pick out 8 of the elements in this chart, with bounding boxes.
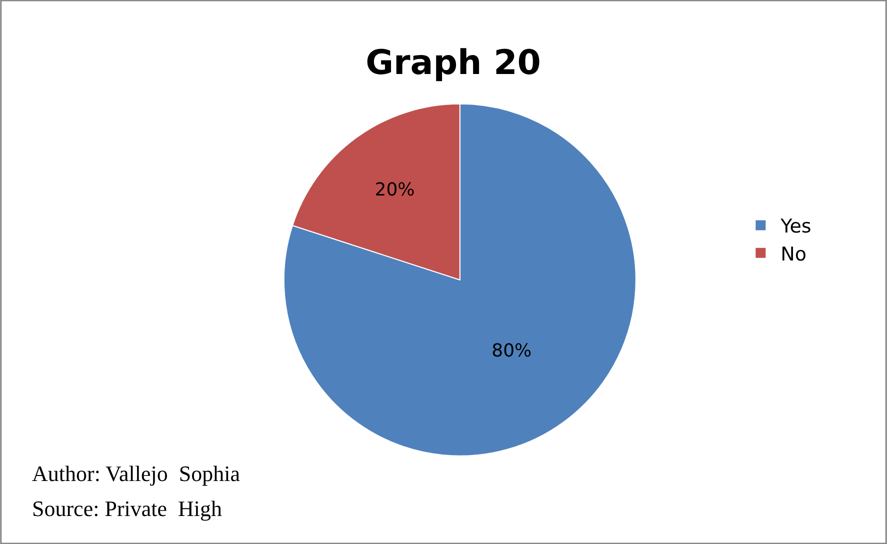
chart-title: Graph 20 [366, 42, 541, 83]
pie-slice [284, 103, 636, 456]
data-label: 20% [374, 180, 415, 201]
legend-label: No [780, 243, 806, 266]
text: Author: Vallejo Sophia [32, 461, 240, 486]
source-note: Source: Private High [32, 496, 222, 521]
legend-label: Yes [780, 216, 812, 238]
data-label: 80% [492, 340, 532, 362]
